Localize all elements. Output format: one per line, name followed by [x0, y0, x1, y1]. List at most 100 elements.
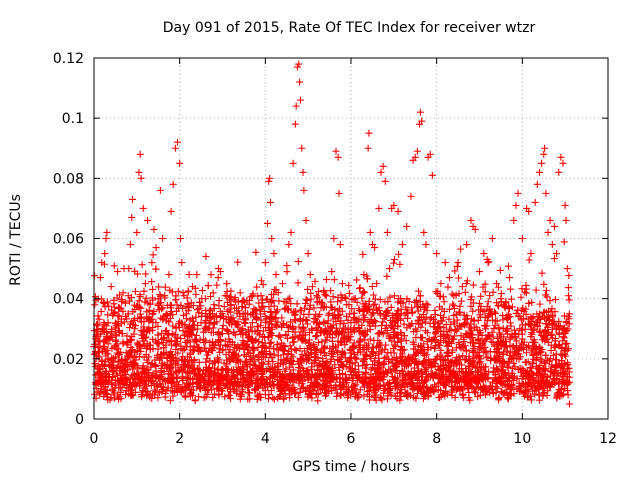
data-point [203, 355, 211, 363]
data-point [293, 300, 301, 308]
data-point [353, 394, 361, 402]
data-point [257, 277, 265, 285]
data-point [430, 323, 438, 331]
data-point [166, 361, 174, 369]
data-point [158, 374, 166, 382]
data-point [299, 168, 307, 176]
data-point [302, 295, 310, 303]
data-point [287, 300, 295, 308]
data-point [94, 388, 102, 396]
data-point [294, 279, 302, 287]
data-point [370, 379, 378, 387]
data-point [238, 382, 246, 390]
data-point [475, 335, 483, 343]
data-point [476, 344, 484, 352]
data-point [119, 289, 127, 297]
data-point [502, 338, 510, 346]
data-point [172, 341, 180, 349]
data-point [471, 364, 479, 372]
data-point [476, 268, 483, 276]
data-point [280, 351, 288, 359]
data-point [193, 338, 201, 346]
data-point [106, 362, 114, 370]
data-point [546, 216, 554, 224]
data-point [96, 342, 104, 350]
data-point [493, 334, 501, 342]
data-point [253, 314, 261, 322]
data-point [377, 370, 385, 378]
data-point [258, 359, 266, 367]
y-axis-label: ROTI / TECUs [8, 194, 24, 286]
data-point [304, 320, 312, 328]
data-point [178, 259, 186, 267]
data-point [300, 186, 308, 194]
data-point [321, 290, 329, 298]
data-point [134, 379, 142, 387]
data-point [202, 358, 210, 366]
data-point [496, 377, 504, 385]
data-point [150, 307, 158, 315]
data-point [368, 319, 376, 327]
data-point [358, 294, 366, 302]
data-point [522, 310, 530, 318]
data-point [410, 364, 418, 372]
data-point [227, 308, 235, 316]
data-point [270, 344, 278, 352]
data-point [111, 376, 119, 384]
data-point [193, 325, 201, 333]
data-point [414, 307, 422, 315]
data-point [286, 294, 294, 302]
data-point [191, 370, 199, 378]
data-point [426, 360, 434, 368]
data-point [134, 370, 142, 378]
data-point [220, 374, 228, 382]
data-point [171, 144, 179, 152]
data-point [451, 379, 459, 387]
data-point [168, 351, 176, 359]
data-point [128, 333, 136, 341]
data-point [327, 303, 335, 311]
data-point [388, 319, 396, 327]
data-point [356, 285, 364, 293]
data-point [122, 391, 130, 399]
data-point [280, 381, 288, 389]
data-point [348, 387, 356, 395]
data-point [361, 336, 369, 344]
data-point [451, 357, 459, 365]
data-point [450, 383, 458, 391]
data-point [256, 305, 264, 313]
data-point [386, 365, 394, 373]
data-point [352, 389, 360, 397]
data-point [259, 281, 267, 289]
data-point [529, 374, 537, 382]
data-point [499, 350, 507, 358]
data-point [278, 372, 286, 380]
data-point [159, 304, 167, 312]
data-point [474, 316, 482, 324]
data-point [425, 356, 433, 364]
data-point [214, 371, 222, 379]
data-point [243, 360, 251, 368]
data-point [287, 357, 295, 365]
data-point [98, 372, 106, 380]
data-point [272, 309, 280, 317]
data-point [339, 361, 347, 369]
data-point [353, 316, 361, 324]
data-point [431, 372, 439, 380]
data-point [296, 345, 304, 353]
data-point [394, 307, 402, 315]
data-point [413, 147, 421, 155]
data-point [559, 326, 567, 334]
data-point [555, 168, 563, 176]
data-point [214, 354, 222, 362]
data-point [369, 373, 377, 381]
data-point [560, 390, 568, 398]
data-point [342, 312, 350, 320]
data-point [295, 323, 303, 331]
data-point [328, 268, 336, 276]
data-point [542, 189, 550, 197]
data-point [533, 354, 541, 362]
data-point [245, 300, 253, 308]
data-point [196, 384, 204, 392]
data-point [512, 201, 520, 209]
